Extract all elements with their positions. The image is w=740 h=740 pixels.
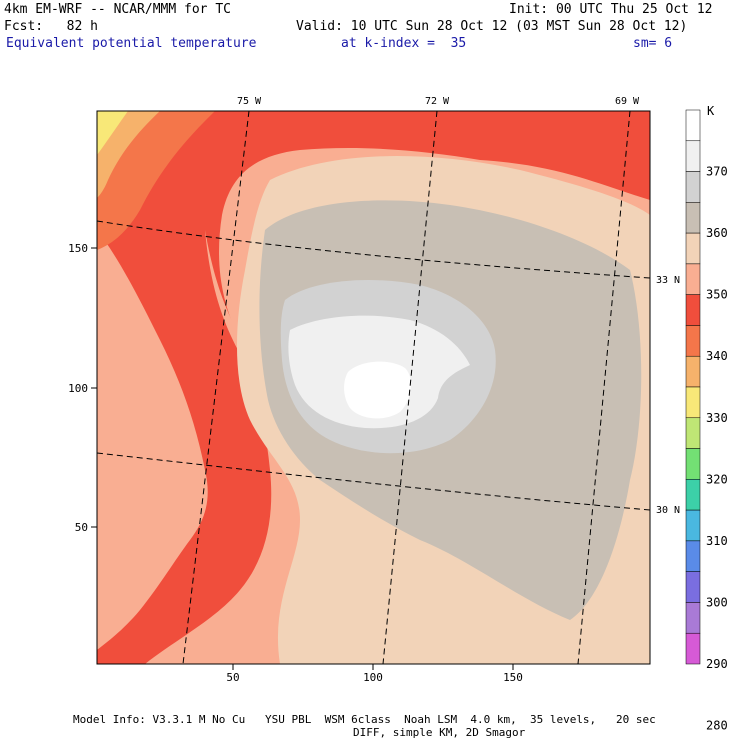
colorbar-swatch: [685, 571, 701, 603]
field-name: Equivalent potential temperature: [6, 36, 257, 51]
colorbar-label: 280: [706, 719, 728, 733]
colorbar-label: 370: [706, 165, 728, 179]
x-tick-label: 100: [363, 671, 383, 684]
x-tick-label: 150: [503, 671, 523, 684]
colorbar-swatch: [685, 263, 701, 295]
colorbar-label: 360: [706, 226, 728, 240]
colorbar-swatch: [685, 202, 701, 234]
meridian-72w: [382, 111, 438, 664]
model-info: Model Info: V3.3.1 M No Cu YSU PBL WSM 6…: [73, 713, 656, 726]
graticule: [97, 111, 650, 664]
valid-time: Valid: 10 UTC Sun 28 Oct 12 (03 MST Sun …: [296, 19, 688, 34]
colorbar-label: 320: [706, 472, 728, 486]
colorbar-label: 300: [706, 595, 728, 609]
smoothing-info: sm= 6: [633, 36, 673, 51]
colorbar-label: 350: [706, 288, 728, 302]
parallel-30n: [97, 452, 650, 511]
colorbar-swatch: [685, 509, 701, 542]
x-tick-label: 50: [226, 671, 239, 684]
colorbar-swatch: [685, 386, 701, 419]
model-info-diff: DIFF, simple KM, 2D Smagor: [353, 726, 526, 739]
y-tick-label: 100: [68, 382, 88, 395]
y-tick-label: 150: [68, 242, 88, 255]
band-345-west: [97, 230, 208, 650]
colorbar-swatch: [685, 448, 701, 480]
lat-label: 33 N: [656, 275, 680, 286]
colorbar-unit: K: [707, 104, 715, 118]
colorbar-swatch: [685, 417, 701, 449]
axis-ticks: [91, 247, 514, 670]
model-title: 4km EM-WRF -- NCAR/MMM for TC: [4, 2, 231, 17]
meridian-75w: [182, 111, 250, 664]
band-340: [97, 111, 650, 664]
colorbar-labels: 370 360 350 340 330 320 310 300 290 280: [706, 165, 728, 733]
y-tick-label: 50: [75, 521, 88, 534]
theta-e-field: [97, 111, 650, 664]
colorbar-label: 290: [706, 657, 728, 671]
colorbar-swatch: [685, 479, 701, 511]
lon-label: 75 W: [237, 96, 262, 107]
colorbar-swatch: [685, 171, 701, 203]
forecast-hour: Fcst: 82 h: [4, 19, 98, 34]
colorbar-swatch: [685, 540, 701, 572]
level-info: at k-index = 35: [341, 36, 467, 51]
parallel-33n: [97, 220, 650, 279]
colorbar-label: 330: [706, 411, 728, 425]
colorbar-swatch: [685, 602, 701, 634]
colorbar-swatch: [685, 109, 701, 142]
colorbar-swatch: [685, 294, 701, 326]
lon-label: 69 W: [615, 96, 640, 107]
colorbar-swatch: [685, 355, 701, 388]
lon-label: 72 W: [425, 96, 450, 107]
colorbar-label: 310: [706, 534, 728, 548]
init-time: Init: 00 UTC Thu 25 Oct 12: [509, 2, 713, 17]
colorbar-swatch: [685, 140, 701, 172]
meridian-69w: [577, 111, 631, 664]
band-370: [344, 361, 412, 419]
lat-label: 30 N: [656, 505, 680, 516]
colorbar-swatch: [685, 325, 701, 357]
band-325: [97, 111, 128, 155]
colorbar: [685, 109, 701, 665]
colorbar-swatch: [685, 632, 701, 665]
colorbar-swatch: [685, 232, 701, 265]
colorbar-label: 340: [706, 349, 728, 363]
